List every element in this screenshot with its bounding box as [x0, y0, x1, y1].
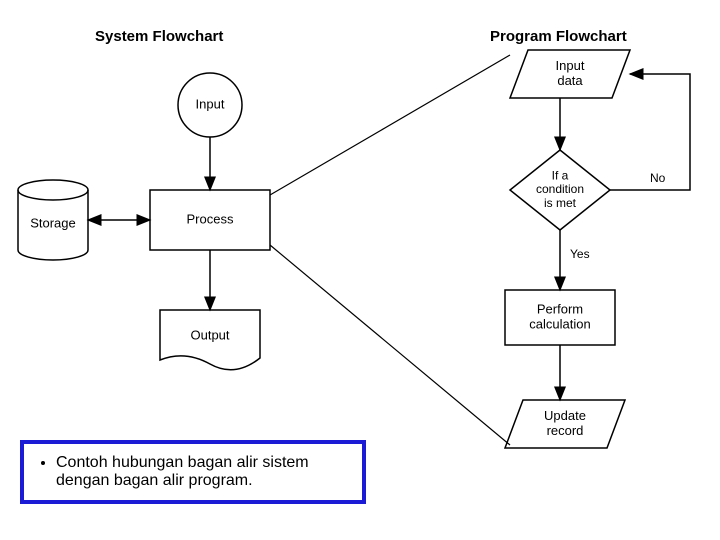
- svg-text:calculation: calculation: [529, 316, 590, 331]
- svg-text:Input: Input: [196, 96, 225, 111]
- svg-text:No: No: [650, 171, 666, 185]
- svg-text:record: record: [547, 423, 584, 438]
- svg-text:Update: Update: [544, 408, 586, 423]
- svg-text:Yes: Yes: [570, 247, 590, 261]
- caption-box: Contoh hubungan bagan alir sistem dengan…: [20, 440, 366, 504]
- svg-text:Perform: Perform: [537, 301, 583, 316]
- svg-text:Output: Output: [190, 327, 229, 342]
- caption-text: Contoh hubungan bagan alir sistem dengan…: [56, 454, 348, 490]
- svg-text:condition: condition: [536, 182, 584, 196]
- svg-text:data: data: [557, 73, 583, 88]
- svg-text:Storage: Storage: [30, 215, 76, 230]
- svg-text:Process: Process: [187, 211, 234, 226]
- svg-text:Input: Input: [556, 58, 585, 73]
- svg-text:is met: is met: [544, 196, 577, 210]
- svg-text:If a: If a: [552, 168, 569, 182]
